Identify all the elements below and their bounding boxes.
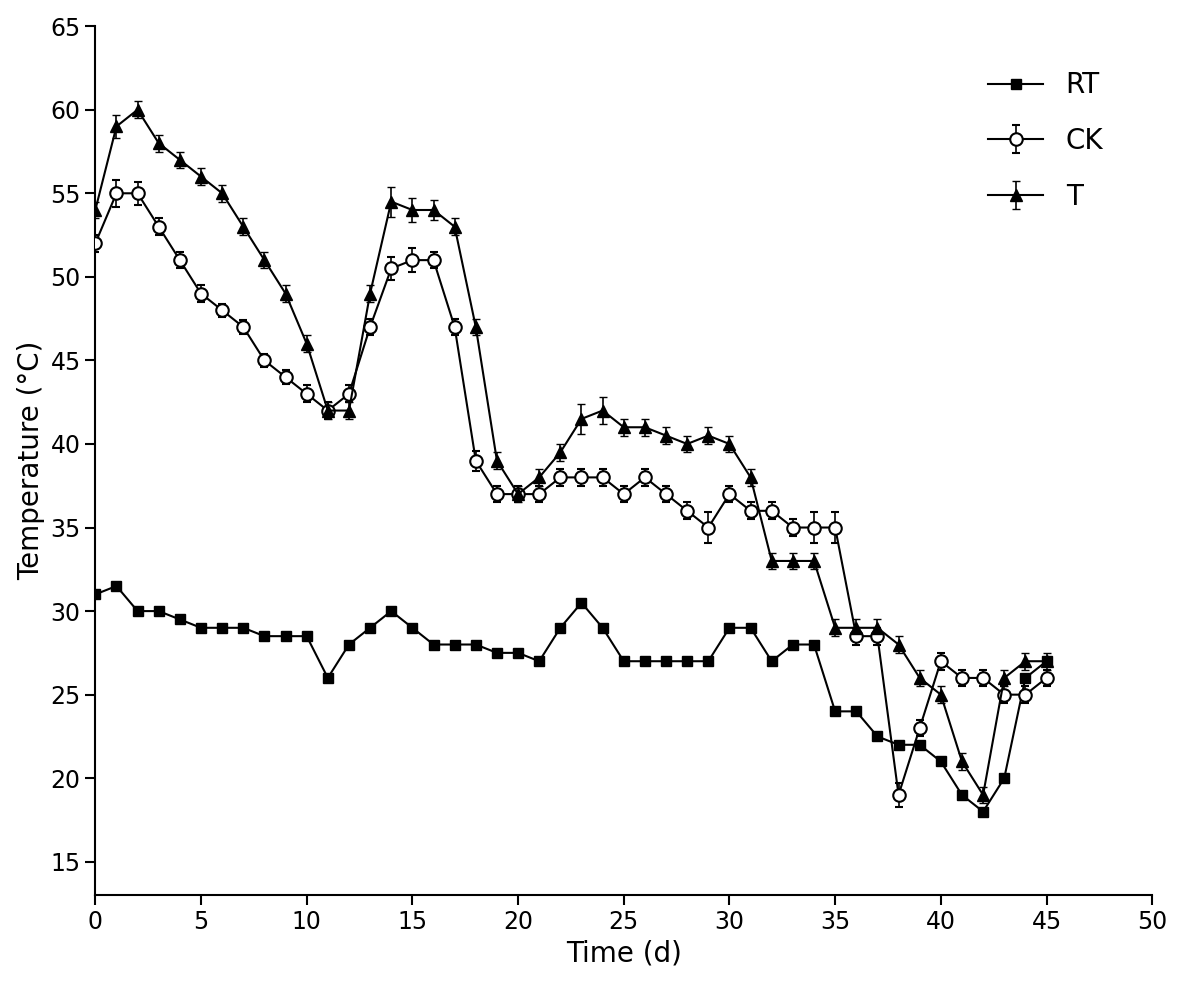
RT — [194, 622, 208, 634]
Legend: RT, CK, T: RT, CK, T — [974, 57, 1118, 224]
RT — [954, 789, 969, 801]
RT — [215, 622, 230, 634]
RT — [596, 622, 610, 634]
RT — [278, 631, 292, 643]
RT — [701, 655, 715, 667]
RT — [236, 622, 250, 634]
RT — [173, 614, 187, 626]
X-axis label: Time (d): Time (d) — [566, 940, 682, 967]
RT — [680, 655, 694, 667]
RT — [870, 730, 884, 742]
RT — [490, 646, 504, 658]
RT — [426, 639, 440, 650]
RT — [574, 597, 588, 609]
RT — [405, 622, 419, 634]
RT — [1040, 655, 1054, 667]
RT — [913, 739, 927, 751]
RT — [722, 622, 736, 634]
RT — [532, 655, 546, 667]
RT — [321, 672, 335, 684]
RT — [342, 639, 356, 650]
RT — [638, 655, 652, 667]
RT — [659, 655, 674, 667]
RT — [384, 605, 398, 617]
RT — [806, 639, 821, 650]
RT — [849, 706, 863, 717]
RT — [828, 706, 842, 717]
RT — [511, 646, 526, 658]
RT — [300, 631, 314, 643]
RT — [617, 655, 631, 667]
RT — [109, 581, 123, 592]
RT — [744, 622, 758, 634]
RT — [786, 639, 800, 650]
Line: RT: RT — [90, 582, 1051, 817]
RT — [257, 631, 271, 643]
RT — [152, 605, 166, 617]
RT — [1018, 672, 1032, 684]
RT — [448, 639, 462, 650]
RT — [892, 739, 906, 751]
RT — [934, 756, 948, 768]
RT — [469, 639, 483, 650]
RT — [130, 605, 144, 617]
RT — [553, 622, 567, 634]
RT — [765, 655, 779, 667]
RT — [88, 588, 102, 600]
RT — [997, 772, 1011, 784]
RT — [363, 622, 378, 634]
RT — [976, 806, 990, 818]
Y-axis label: Temperature (°C): Temperature (°C) — [17, 341, 45, 581]
